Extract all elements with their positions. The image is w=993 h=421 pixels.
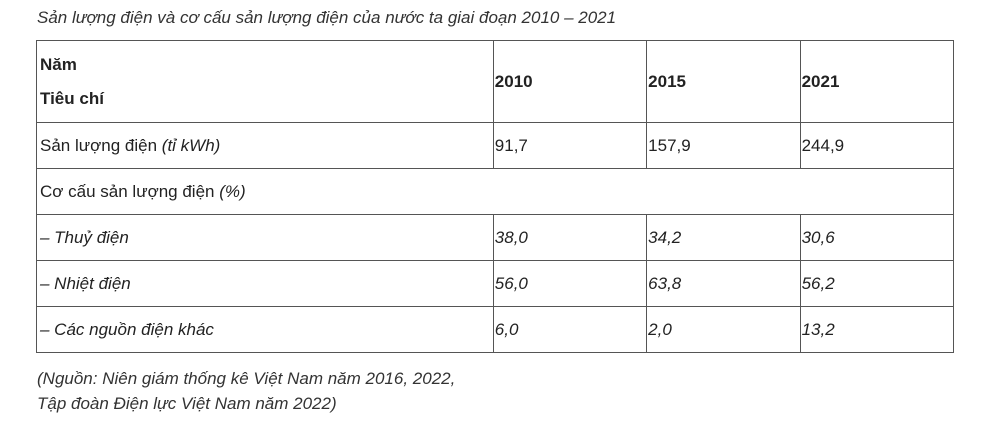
row-label-structure: Cơ cấu sản lượng điện (%) [36,168,954,215]
row-label-hydro: – Thuỷ điện [36,214,494,261]
structure-label-text: Cơ cấu sản lượng điện [40,181,220,201]
cell-output-2015: 157,9 [646,122,801,169]
source-line-1: (Nguồn: Niên giám thống kê Việt Nam năm … [37,369,456,388]
header-year-2010: 2010 [492,40,648,123]
cell-thermal-2015: 63,8 [646,260,801,307]
row-label-thermal: – Nhiệt điện [36,260,494,307]
table-header-row: Năm Tiêu chí 2010 2015 2021 [36,40,955,123]
cell-other-2021: 13,2 [799,306,955,353]
cell-output-2010: 91,7 [492,122,648,169]
structure-unit-text: (%) [219,181,246,201]
cell-hydro-2015: 34,2 [646,214,801,261]
cell-thermal-2021: 56,2 [799,260,955,307]
header-year-label: Năm [40,54,77,74]
cell-other-2010: 6,0 [492,306,648,353]
row-label-other: – Các nguồn điện khác [36,306,494,353]
table-row-hydro: – Thuỷ điện 38,0 34,2 30,6 [36,214,955,261]
table-caption: Sản lượng điện và cơ cấu sản lượng điện … [37,8,617,27]
table-row-thermal: – Nhiệt điện 56,0 63,8 56,2 [36,260,955,307]
electricity-table: Năm Tiêu chí 2010 2015 2021 Sản lượng đi… [36,40,955,353]
source-note: (Nguồn: Niên giám thống kê Việt Nam năm … [37,366,455,416]
cell-hydro-2010: 38,0 [492,214,648,261]
source-line-2: Tập đoàn Điện lực Việt Nam năm 2022) [37,394,337,413]
output-label-text: Sản lượng điện [40,135,162,155]
table-row-output: Sản lượng điện (tỉ kWh) 91,7 157,9 244,9 [36,122,955,169]
cell-other-2015: 2,0 [646,306,801,353]
cell-hydro-2021: 30,6 [799,214,955,261]
row-label-output: Sản lượng điện (tỉ kWh) [36,122,494,169]
header-year-2021: 2021 [799,40,955,123]
header-label-cell: Năm Tiêu chí [36,40,494,123]
output-unit-text: (tỉ kWh) [161,135,221,155]
header-criteria-label: Tiêu chí [40,88,104,108]
cell-thermal-2010: 56,0 [492,260,648,307]
table-row-structure: Cơ cấu sản lượng điện (%) [36,168,954,215]
cell-output-2021: 244,9 [799,122,955,169]
header-year-2015: 2015 [646,40,801,123]
table-row-other: – Các nguồn điện khác 6,0 2,0 13,2 [36,306,955,353]
